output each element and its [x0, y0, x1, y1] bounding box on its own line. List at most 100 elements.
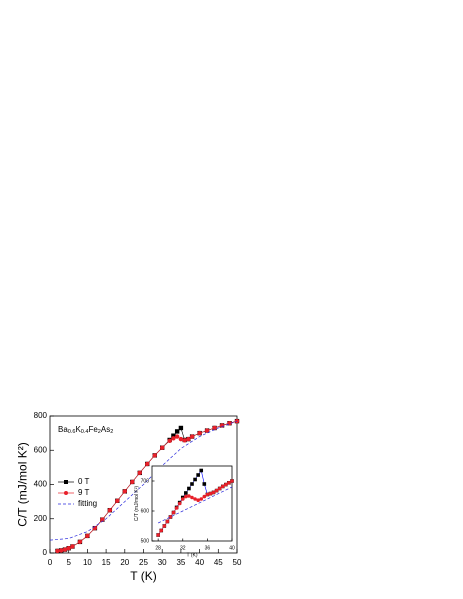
data-point [160, 445, 165, 450]
data-point [187, 494, 191, 498]
annotation: Ba0.6K0.4Fe2As2 [58, 425, 113, 435]
data-point [167, 438, 172, 444]
data-point [184, 491, 188, 495]
data-point [171, 436, 176, 441]
y-tick-label: 600 [34, 445, 48, 454]
data-point [152, 453, 157, 458]
data-point [202, 482, 207, 486]
data-point [168, 515, 173, 519]
x-axis-label: T (K) [186, 552, 197, 558]
data-point [77, 539, 83, 545]
series-line [49, 420, 238, 541]
data-point [107, 507, 113, 513]
data-point [171, 510, 176, 515]
data-point [70, 544, 75, 549]
plot-frame [151, 465, 233, 542]
data-point [184, 494, 188, 499]
annotation-part: 2 [110, 429, 113, 435]
data-point [130, 479, 135, 485]
annotation-part: Ba [58, 425, 68, 434]
data-point [202, 494, 207, 499]
x-tick-label: 5 [66, 558, 71, 567]
annotation-part: 2 [98, 429, 101, 435]
data-point [137, 470, 142, 476]
data-point [220, 484, 225, 489]
x-tick-label: 40 [195, 558, 204, 567]
data-point [230, 479, 234, 483]
data-point [212, 425, 217, 431]
y-tick-label: 500 [141, 538, 150, 544]
y-axis-label: C/T (mJ/mol K²) [15, 442, 29, 526]
legend-label: 9 T [78, 488, 90, 497]
annotation-part: Fe [88, 425, 98, 434]
data-point [224, 482, 228, 487]
data-point [156, 533, 160, 537]
data-point [85, 533, 90, 539]
data-point [159, 528, 164, 533]
data-point [205, 492, 210, 497]
data-point [199, 468, 204, 473]
data-point [145, 461, 150, 467]
data-point [180, 497, 185, 501]
legend-marker [64, 480, 68, 484]
data-point [174, 429, 180, 434]
data-point [55, 548, 60, 554]
legend-label: fitting [78, 499, 97, 508]
data-point [171, 433, 176, 438]
legend-marker [64, 491, 68, 495]
data-point [187, 486, 191, 491]
y-tick-label: 700 [141, 478, 150, 484]
data-point [177, 501, 182, 506]
y-tick-label: 200 [34, 514, 48, 523]
data-point [189, 434, 195, 439]
x-tick-label: 20 [120, 558, 129, 567]
data-point [204, 428, 210, 433]
y-tick-label: 0 [43, 548, 48, 557]
data-point [186, 436, 191, 442]
data-point [100, 517, 105, 522]
data-point [174, 434, 180, 439]
data-point [178, 425, 184, 431]
x-tick-label: 32 [180, 545, 186, 551]
x-tick-label: 25 [139, 558, 148, 567]
data-point [182, 438, 187, 443]
x-tick-label: 45 [214, 558, 223, 567]
data-point [115, 498, 120, 503]
x-tick-label: 36 [205, 545, 211, 551]
x-tick-label: 15 [102, 558, 111, 567]
data-point [178, 436, 184, 442]
x-tick-label: 40 [229, 545, 235, 551]
series-line [158, 486, 233, 524]
annotation-part: 0.4 [81, 429, 89, 435]
annotation-part: 0.6 [68, 429, 76, 435]
x-tick-label: 28 [155, 545, 161, 551]
data-point [122, 489, 128, 494]
x-tick-label: 35 [176, 558, 185, 567]
y-tick-label: 400 [34, 480, 48, 489]
data-point [196, 473, 200, 477]
data-point [193, 497, 197, 501]
y-tick-label: 600 [141, 508, 150, 514]
x-tick-label: 0 [48, 558, 53, 567]
data-point [193, 477, 197, 482]
data-point [62, 547, 68, 552]
x-tick-label: 30 [158, 558, 167, 567]
data-point [66, 546, 71, 551]
data-point [162, 524, 167, 528]
data-point [196, 498, 200, 503]
data-point [211, 490, 216, 495]
x-axis-label: T (K) [130, 569, 156, 583]
data-point [190, 495, 194, 500]
data-point [174, 506, 179, 510]
x-tick-label: 10 [83, 558, 92, 567]
data-point [217, 486, 222, 491]
data-point [214, 488, 219, 493]
data-point [199, 497, 204, 501]
x-tick-label: 50 [233, 558, 242, 567]
data-point [197, 430, 202, 436]
annotation-part: As [101, 425, 110, 434]
data-point [227, 481, 231, 485]
data-point [208, 491, 213, 496]
annotation-part: K [75, 425, 81, 434]
